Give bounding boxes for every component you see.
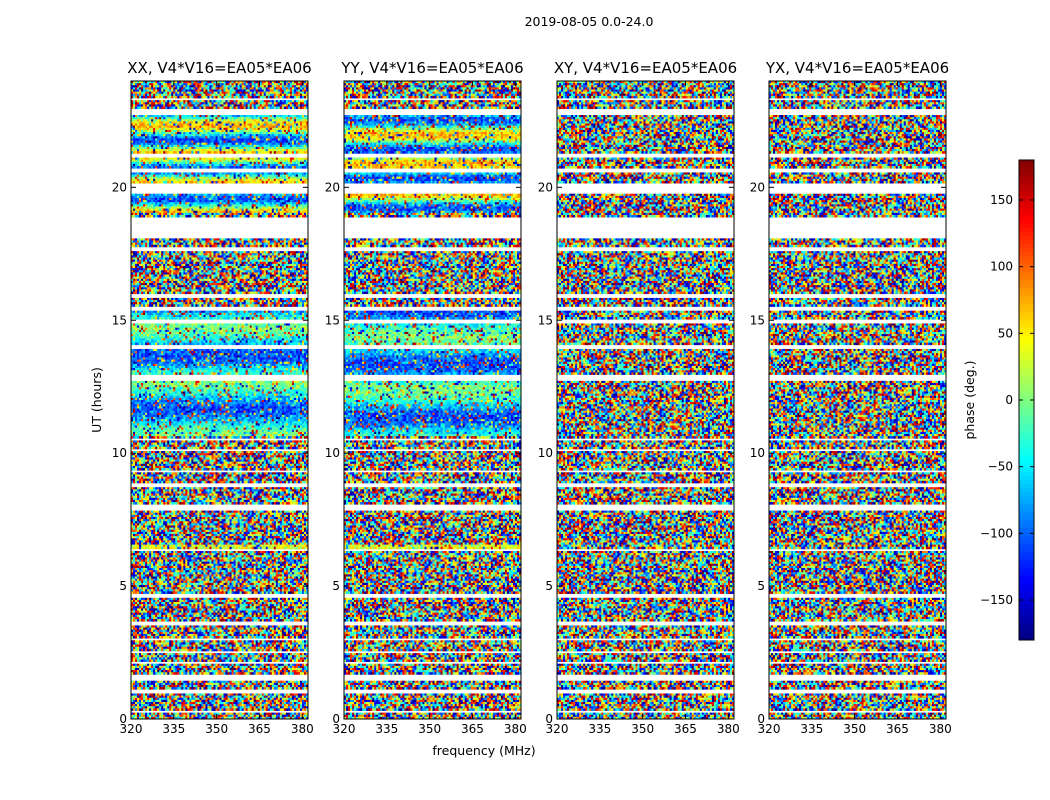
colorbar-tick-label: −150: [980, 593, 1013, 607]
y-tick-label: 5: [545, 579, 553, 593]
y-tick-label: 15: [112, 313, 127, 327]
x-tick-label: 335: [588, 722, 611, 736]
phase-image: [557, 81, 734, 719]
colorbar-label: phase (deg.): [962, 361, 977, 440]
x-tick-label: 365: [886, 722, 909, 736]
y-tick-label: 15: [538, 313, 553, 327]
x-tick-label: 350: [843, 722, 866, 736]
y-tick-label: 5: [332, 579, 340, 593]
x-tick-label: 380: [929, 722, 952, 736]
y-axis-label: UT (hours): [89, 367, 104, 433]
y-tick-label: 15: [325, 313, 340, 327]
y-tick-label: 5: [757, 579, 765, 593]
y-tick-label: 20: [112, 180, 127, 194]
colorbar-tick-label: 100: [990, 260, 1013, 274]
y-tick-label: 10: [325, 446, 340, 460]
y-tick-label: 10: [750, 446, 765, 460]
y-tick-label: 0: [119, 712, 127, 726]
y-tick-label: 10: [538, 446, 553, 460]
y-tick-label: 20: [750, 180, 765, 194]
x-tick-label: 335: [800, 722, 823, 736]
y-tick-label: 0: [332, 712, 340, 726]
x-axis-label: frequency (MHz): [432, 743, 535, 758]
y-tick-label: 0: [757, 712, 765, 726]
x-tick-label: 380: [717, 722, 740, 736]
x-tick-label: 365: [461, 722, 484, 736]
phase-image: [344, 81, 521, 719]
panel-title: XY, V4*V16=EA05*EA06: [554, 59, 737, 77]
colorbar-tick-label: −50: [988, 460, 1013, 474]
colorbar-tick-label: 150: [990, 193, 1013, 207]
x-tick-label: 365: [248, 722, 271, 736]
x-tick-label: 350: [418, 722, 441, 736]
y-tick-label: 10: [112, 446, 127, 460]
x-tick-label: 365: [674, 722, 697, 736]
x-tick-label: 335: [162, 722, 185, 736]
y-tick-label: 20: [538, 180, 553, 194]
panel-title: XX, V4*V16=EA05*EA06: [127, 59, 311, 77]
x-tick-label: 350: [205, 722, 228, 736]
x-tick-label: 335: [375, 722, 398, 736]
phase-image: [131, 81, 308, 719]
x-tick-label: 350: [631, 722, 654, 736]
y-tick-label: 15: [750, 313, 765, 327]
figure-suptitle: 2019-08-05 0.0-24.0: [525, 14, 654, 29]
y-tick-label: 0: [545, 712, 553, 726]
x-tick-label: 380: [504, 722, 527, 736]
phase-image: [769, 81, 946, 719]
panel-title: YX, V4*V16=EA05*EA06: [765, 59, 949, 77]
colorbar-tick-label: 0: [1005, 393, 1013, 407]
colorbar: 150 100 50 0 −50 −100 −150: [980, 160, 1034, 641]
y-tick-label: 20: [325, 180, 340, 194]
y-tick-label: 5: [119, 579, 127, 593]
colorbar-tick-label: 50: [998, 326, 1013, 340]
panel-title: YY, V4*V16=EA05*EA06: [340, 59, 523, 77]
x-tick-label: 380: [291, 722, 314, 736]
colorbar-tick-label: −100: [980, 526, 1013, 540]
